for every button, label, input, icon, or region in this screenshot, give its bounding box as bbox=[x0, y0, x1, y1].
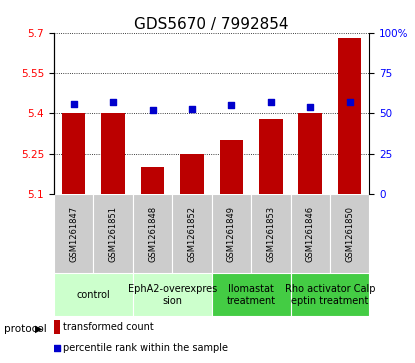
Text: GSM1261846: GSM1261846 bbox=[306, 205, 315, 262]
Bar bbox=[298, 113, 322, 194]
Bar bbox=[93, 194, 133, 273]
Text: control: control bbox=[76, 290, 110, 300]
Bar bbox=[54, 320, 60, 334]
Bar bbox=[259, 119, 283, 194]
Point bbox=[149, 107, 156, 113]
Bar bbox=[133, 273, 212, 316]
Bar bbox=[133, 194, 172, 273]
Bar bbox=[290, 194, 330, 273]
Text: EphA2-overexpres
sion: EphA2-overexpres sion bbox=[127, 284, 217, 306]
Bar bbox=[54, 194, 93, 273]
Bar bbox=[172, 194, 212, 273]
Bar bbox=[180, 154, 204, 194]
Text: GSM1261853: GSM1261853 bbox=[266, 205, 275, 262]
Point bbox=[71, 101, 77, 107]
Text: GSM1261852: GSM1261852 bbox=[188, 206, 196, 262]
Text: GSM1261851: GSM1261851 bbox=[109, 206, 117, 262]
Point bbox=[110, 99, 117, 105]
Bar bbox=[212, 273, 290, 316]
Bar bbox=[251, 194, 290, 273]
Point bbox=[268, 99, 274, 105]
Bar bbox=[338, 38, 361, 194]
Title: GDS5670 / 7992854: GDS5670 / 7992854 bbox=[134, 16, 289, 32]
Text: ▶: ▶ bbox=[35, 323, 43, 334]
Text: Ilomastat
treatment: Ilomastat treatment bbox=[227, 284, 276, 306]
Point bbox=[228, 102, 235, 108]
Text: GSM1261849: GSM1261849 bbox=[227, 206, 236, 262]
Bar bbox=[212, 194, 251, 273]
Text: GSM1261850: GSM1261850 bbox=[345, 206, 354, 262]
Text: GSM1261848: GSM1261848 bbox=[148, 205, 157, 262]
Text: Rho activator Calp
eptin treatment: Rho activator Calp eptin treatment bbox=[285, 284, 375, 306]
Point bbox=[307, 104, 314, 110]
Point bbox=[347, 99, 353, 105]
Bar bbox=[62, 113, 85, 194]
Bar bbox=[330, 194, 369, 273]
Text: percentile rank within the sample: percentile rank within the sample bbox=[63, 343, 228, 353]
Point bbox=[189, 106, 195, 111]
Text: transformed count: transformed count bbox=[63, 322, 154, 332]
Bar bbox=[101, 113, 125, 194]
Point bbox=[54, 345, 60, 351]
Bar bbox=[290, 273, 369, 316]
Bar bbox=[220, 140, 243, 194]
Bar bbox=[54, 273, 133, 316]
Text: GSM1261847: GSM1261847 bbox=[69, 205, 78, 262]
Text: protocol: protocol bbox=[4, 323, 47, 334]
Bar bbox=[141, 167, 164, 194]
